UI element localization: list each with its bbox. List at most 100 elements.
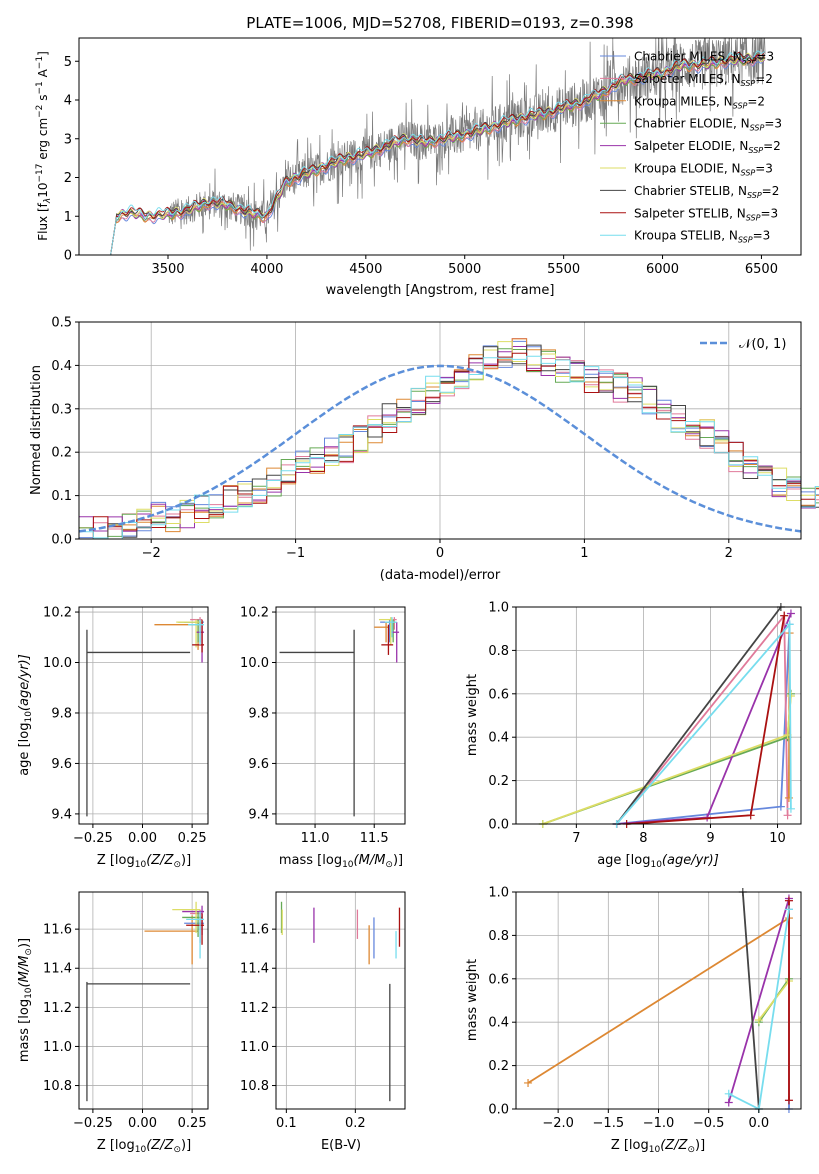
- x-tick-label: 0.00: [128, 1116, 157, 1131]
- spectrum-ticks: 3500 4000 4500 5000 5500 6000 6500 0 1 2 3 4 5: [64, 55, 778, 277]
- mass-z-xlabel: Z [log10(Z/Z⊙)]: [97, 1138, 191, 1155]
- y-tick-label: 9.4: [51, 807, 72, 822]
- weight-point: [724, 1098, 733, 1107]
- mass-z-panel: −0.25 0.00 0.25 10.8 11.0 11.2 11.4 11.6 Z [log…: [17, 891, 209, 1155]
- spectrum-xlabel: wavelength [Angstrom, rest frame]: [326, 283, 555, 298]
- legend-entry: Chabrier STELIB, NSSP=2: [634, 184, 779, 200]
- weight-z-marks: [516, 888, 801, 1113]
- x-tick-label: 11.5: [360, 831, 389, 846]
- x-tick-label: −2: [142, 546, 161, 561]
- x-tick-label: −0.25: [73, 831, 113, 846]
- x-tick-label: 8: [639, 831, 647, 846]
- x-tick-label: −1.5: [593, 1116, 625, 1131]
- y-tick-label: 0.0: [488, 1103, 509, 1118]
- gaussian-curve: [78, 364, 802, 533]
- y-tick-label: 0.0: [488, 818, 509, 833]
- y-tick-label: 11.2: [240, 1001, 269, 1016]
- weight-age-panel: 7 8 9 10 0.0 0.2 0.4 0.6 0.8 1.0 age [log10(age/y…: [465, 601, 802, 870]
- legend-entry: Chabrier MILES, NSSP=3: [634, 50, 774, 66]
- x-tick-label: 5500: [547, 262, 580, 277]
- weight-point: [783, 811, 792, 820]
- weight-age-marks: [516, 603, 801, 828]
- y-tick-label: 11.0: [43, 1040, 72, 1055]
- y-tick-label: 10.8: [43, 1079, 72, 1094]
- x-tick-label: 3500: [151, 262, 184, 277]
- weight-point: [724, 1089, 733, 1098]
- legend-entry: Salpeter ELODIE, NSSP=2: [634, 139, 781, 155]
- y-tick-label: 9.4: [248, 807, 269, 822]
- weight-point: [754, 1016, 763, 1025]
- y-tick-label: 4: [64, 94, 72, 109]
- mass-z-axes-frame: [78, 891, 209, 1110]
- x-tick-label: −1: [286, 546, 305, 561]
- weight-age-ylabel: mass weight: [465, 674, 480, 756]
- mass-ebv-panel: 0.1 0.2 10.8 11.0 11.2 11.4 11.6 E(B-V): [240, 891, 406, 1153]
- y-tick-label: 1: [64, 210, 72, 225]
- y-tick-label: 0.2: [51, 446, 72, 461]
- y-tick-label: 0: [64, 249, 72, 264]
- model-line-salpeter-stelib: [110, 51, 765, 256]
- x-tick-label: 0.2: [345, 1116, 366, 1131]
- weight-point: [785, 620, 794, 629]
- legend-entry: Kroupa STELIB, NSSP=3: [634, 229, 770, 245]
- figure-title: PLATE=1006, MJD=52708, FIBERID=0193, z=0…: [246, 14, 633, 32]
- spectrum-panel: 3500 4000 4500 5000 5500 6000 6500 0 1 2 3 4 5 wavel…: [35, 37, 802, 298]
- x-tick-label: −0.5: [693, 1116, 725, 1131]
- weight-z-panel: −2.0 −1.5 −1.0 −0.5 0.0 0.0 0.2 0.4 0.6 0.8 1.0 Z …: [465, 886, 802, 1155]
- weight-line-salpeter-stelib: [626, 615, 786, 825]
- x-tick-label: 11.0: [301, 831, 330, 846]
- age-z-axes-frame: [78, 606, 209, 825]
- legend-entry: Kroupa MILES, NSSP=2: [634, 94, 765, 110]
- model-line-kroupa-stelib: [110, 50, 765, 256]
- y-tick-label: 11.6: [240, 923, 269, 938]
- legend-entry: Salpeter STELIB, NSSP=3: [634, 206, 778, 222]
- x-tick-label: 6000: [646, 262, 679, 277]
- mass-ebv-marks: [276, 892, 405, 1109]
- residuals-ylabel: Normed distribution: [29, 365, 44, 495]
- residuals-ticks: −2 −1 0 1 2 0.0 0.1 0.2 0.3 0.4 0.5: [51, 316, 733, 562]
- age-z-panel: −0.25 0.00 0.25 9.4 9.6 9.8 10.0 10.2 Z [log10(…: [17, 606, 209, 870]
- weight-line-chabrier-stelib: [741, 891, 760, 1110]
- y-tick-label: 0.4: [488, 1016, 509, 1031]
- weight-age-ticks: 7 8 9 10 0.0 0.2 0.4 0.6 0.8 1.0: [488, 601, 785, 847]
- residuals-panel: −2 −1 0 1 2 0.0 0.1 0.2 0.3 0.4 0.5 (data-model)/e…: [29, 316, 819, 583]
- weight-line-chabrier-stelib: [615, 606, 782, 825]
- y-tick-label: 0.8: [488, 644, 509, 659]
- weight-line-kroupa-stelib: [615, 622, 792, 825]
- weight-z-axes-frame: [515, 891, 802, 1110]
- weight-point: [776, 802, 785, 811]
- mass-ebv-ticks: 0.1 0.2 10.8 11.0 11.2 11.4 11.6: [240, 923, 366, 1131]
- y-tick-label: 0.6: [488, 972, 509, 987]
- residuals-marks: [78, 321, 819, 540]
- residuals-xlabel: (data-model)/error: [380, 568, 501, 583]
- x-tick-label: 5000: [448, 262, 481, 277]
- x-tick-label: 10: [769, 831, 786, 846]
- age-z-marks: [79, 607, 208, 824]
- y-tick-label: 5: [64, 55, 72, 70]
- spectrum-ylabel: Flux [fλ10−17 erg cm−2 s−1 A−1]: [35, 51, 53, 241]
- y-tick-label: 9.6: [248, 757, 269, 772]
- y-tick-label: 11.0: [240, 1040, 269, 1055]
- y-tick-label: 3: [64, 132, 72, 147]
- mass-z-marks: [79, 892, 208, 1109]
- y-tick-label: 10.8: [240, 1079, 269, 1094]
- weight-z-ticks: −2.0 −1.5 −1.0 −0.5 0.0 0.0 0.2 0.4 0.6 0.8 1.0: [488, 886, 769, 1132]
- y-tick-label: 9.8: [51, 706, 72, 721]
- x-tick-label: 7: [572, 831, 580, 846]
- x-tick-label: 9: [706, 831, 714, 846]
- x-tick-label: 0.25: [178, 831, 207, 846]
- weight-line-salpeter-miles: [615, 613, 789, 825]
- y-tick-label: 0.4: [488, 731, 509, 746]
- x-tick-label: 4000: [250, 262, 283, 277]
- y-tick-label: 0.2: [488, 1059, 509, 1074]
- x-tick-label: 1: [580, 546, 588, 561]
- age-mass-xlabel: mass [log10(M/M⊙)]: [279, 853, 403, 870]
- histogram-kroupa-stelib: [79, 355, 819, 540]
- weight-line-kroupa-elodie: [758, 980, 790, 1021]
- mass-ebv-axes-frame: [275, 891, 406, 1110]
- x-tick-label: 0.00: [128, 831, 157, 846]
- y-tick-label: 1.0: [488, 886, 509, 901]
- y-tick-label: 0.3: [51, 402, 72, 417]
- x-tick-label: −2.0: [542, 1116, 574, 1131]
- gaussian-legend-label: 𝒩(0, 1): [739, 337, 786, 352]
